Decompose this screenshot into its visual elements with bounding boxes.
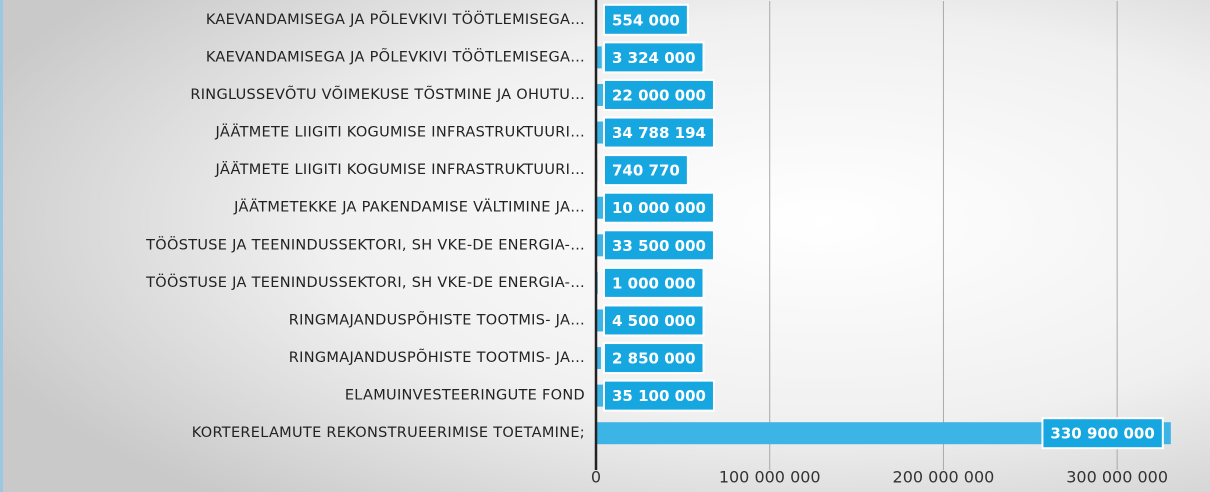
y-tick-label: JÄÄTMETE LIIGITI KOGUMISE INFRASTRUKTUUR… (215, 123, 585, 141)
value-label: 22 000 000 (612, 86, 706, 104)
value-label: 34 788 194 (612, 124, 706, 142)
value-label: 4 500 000 (612, 312, 696, 330)
value-label: 554 000 (612, 11, 680, 29)
value-label: 2 850 000 (612, 350, 696, 368)
value-label-box (603, 116, 715, 149)
x-tick-label: 0 (591, 468, 601, 487)
y-tick-label: JÄÄTMETEKKE JA PAKENDAMISE VÄLTIMINE JA… (233, 198, 585, 216)
y-tick-label: KORTERELAMUTE REKONSTRUEERIMISE TOETAMIN… (192, 425, 585, 441)
value-label: 3 324 000 (612, 49, 696, 67)
value-label-box (603, 191, 715, 224)
value-label-box (603, 266, 705, 299)
value-label-box (603, 304, 705, 337)
y-tick-label: KAEVANDAMISEGA JA PÕLEVKIVI TÖÖTLEMISEGA… (206, 10, 585, 28)
value-label-box (1041, 417, 1164, 450)
value-label-box (603, 379, 715, 412)
y-tick-label: TÖÖSTUSE JA TEENINDUSSEKTORI, SH VKE-DE … (145, 273, 585, 291)
edge-strip (0, 0, 3, 492)
bar (596, 46, 602, 69)
x-tick-label: 200 000 000 (893, 468, 995, 487)
y-tick-label: RINGMAJANDUSPÕHISTE TOOTMIS- JA… (289, 349, 585, 366)
value-label-box (603, 3, 689, 36)
value-label: 35 100 000 (612, 387, 706, 405)
value-label-box (603, 342, 705, 375)
y-tick-label: RINGLUSSEVÕTU VÕIMEKUSE TÕSTMINE JA OHUT… (190, 86, 585, 103)
y-tick-label: TÖÖSTUSE JA TEENINDUSSEKTORI, SH VKE-DE … (145, 235, 585, 253)
bar (596, 347, 601, 370)
bar (596, 422, 1171, 445)
value-label: 1 000 000 (612, 274, 696, 292)
value-label: 33 500 000 (612, 237, 706, 255)
x-tick-label: 100 000 000 (719, 468, 821, 487)
value-label: 10 000 000 (612, 199, 706, 217)
y-tick-label: RINGMAJANDUSPÕHISTE TOOTMIS- JA… (289, 311, 585, 328)
value-label: 330 900 000 (1050, 425, 1154, 443)
x-tick-label: 300 000 000 (1066, 468, 1168, 487)
value-label-box (603, 78, 715, 111)
y-tick-label: ELAMUINVESTEERINGUTE FOND (345, 388, 585, 404)
value-label-box (603, 41, 705, 74)
value-label-box (603, 229, 715, 262)
value-label: 740 770 (612, 162, 680, 180)
y-tick-label: JÄÄTMETE LIIGITI KOGUMISE INFRASTRUKTUUR… (215, 160, 585, 178)
bar (596, 309, 604, 332)
value-label-box (603, 154, 689, 187)
y-tick-label: KAEVANDAMISEGA JA PÕLEVKIVI TÖÖTLEMISEGA… (206, 47, 585, 65)
